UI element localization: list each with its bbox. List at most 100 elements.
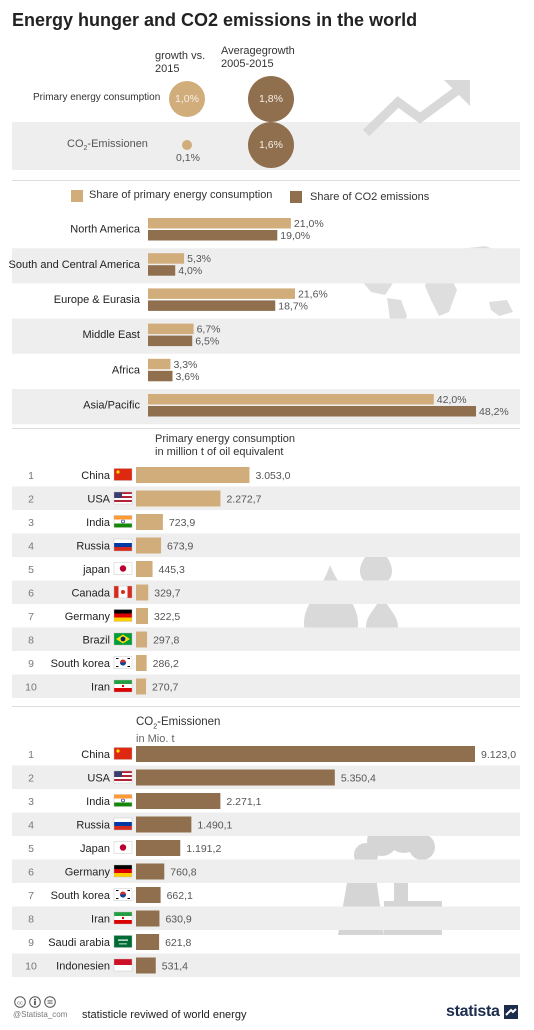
co2-emission-bar bbox=[136, 863, 165, 880]
co2-label-post: -Emissionen bbox=[87, 138, 148, 150]
co2-emission-bar bbox=[136, 910, 160, 927]
country-label: Iran bbox=[91, 682, 110, 694]
country-label: japan bbox=[82, 564, 110, 576]
energy-share-label: 42,0% bbox=[437, 394, 467, 406]
country-label: Canada bbox=[71, 588, 110, 600]
country-label: China bbox=[81, 749, 111, 761]
energy-share-label: 3,3% bbox=[173, 359, 197, 371]
rank-label: 1 bbox=[28, 470, 34, 482]
co2-emission-bar bbox=[136, 793, 221, 809]
region-share-chart: North America 21,0%19,0% South and Central… bbox=[9, 218, 520, 425]
region-label: Middle East bbox=[83, 329, 140, 341]
country-label: Saudi arabia bbox=[48, 937, 111, 949]
rank-label: 5 bbox=[28, 564, 34, 576]
footer-source: statisticle reviwed of world energy bbox=[82, 1009, 247, 1021]
energy-chart-title: Primary energy consumption in million t … bbox=[155, 433, 295, 459]
country-label: India bbox=[86, 517, 111, 529]
energy-consumption-bar bbox=[136, 537, 162, 554]
growth-row-co2-label: CO2-Emissionen bbox=[67, 138, 148, 152]
energy-consumption-bar bbox=[136, 467, 250, 483]
co2-label-sub: 2 bbox=[83, 145, 88, 153]
co2-title-sub: 2 bbox=[153, 723, 158, 731]
energy-consumption-chart: 1 China 3.053,0 2 USA 2.272,7 3 India 723,9 4 Russ… bbox=[12, 467, 520, 698]
co2-title-post: -Emissionen bbox=[157, 716, 221, 728]
country-label: India bbox=[86, 796, 111, 808]
flag-us-icon bbox=[113, 770, 133, 784]
co2-title-line2: in Mio. t bbox=[136, 733, 175, 746]
value-label: 621,8 bbox=[165, 937, 191, 949]
rank-label: 5 bbox=[28, 843, 34, 855]
legend-co2-swatch bbox=[290, 191, 302, 203]
table-row-band bbox=[12, 906, 520, 930]
country-label: Germany bbox=[65, 611, 111, 623]
footer-credit[interactable]: @Statista_com bbox=[13, 1010, 68, 1019]
value-label: 531,4 bbox=[162, 961, 188, 973]
rank-label: 9 bbox=[28, 937, 34, 949]
rank-label: 7 bbox=[28, 611, 34, 623]
energy-consumption-bar bbox=[136, 608, 148, 624]
region-label: Europe & Eurasia bbox=[54, 294, 141, 306]
country-label: Indonesien bbox=[56, 961, 110, 973]
growth-col1-header: growth vs. 2015 bbox=[155, 50, 215, 76]
rank-label: 10 bbox=[25, 961, 37, 973]
flag-ru-icon bbox=[113, 817, 133, 831]
value-label: 1.490,1 bbox=[197, 820, 232, 832]
co2-share-bar bbox=[148, 335, 193, 347]
value-label: 723,9 bbox=[169, 517, 195, 529]
value-label: 2.271,1 bbox=[226, 796, 261, 808]
co2-emission-bar bbox=[136, 934, 160, 950]
page-title: Energy hunger and CO2 emissions in the w… bbox=[12, 10, 418, 30]
energy-share-bar bbox=[148, 253, 185, 264]
flag-us-icon bbox=[113, 491, 133, 505]
flag-sa-icon bbox=[113, 935, 133, 948]
flag-br-icon bbox=[113, 632, 133, 646]
legend-co2-label: Share of CO2 emissions bbox=[310, 191, 430, 203]
energy-share-label: 21,0% bbox=[294, 218, 324, 230]
region-label: South and Central America bbox=[9, 259, 141, 271]
co2-chart-title: CO2-Emissionen in Mio. t bbox=[136, 716, 220, 746]
energy-consumption-bar bbox=[136, 678, 147, 695]
section-divider-2 bbox=[12, 428, 520, 429]
flag-id-icon bbox=[113, 958, 133, 972]
statista-logo[interactable]: statista bbox=[446, 1003, 518, 1021]
avg-energy-value: 1,8% bbox=[259, 93, 283, 105]
rank-label: 2 bbox=[28, 494, 34, 506]
trend-arrow-icon bbox=[362, 80, 470, 137]
country-label: USA bbox=[87, 773, 110, 785]
energy-title-line1: Primary energy consumption bbox=[155, 433, 296, 445]
growth-col2-header-text: Averagegrowth 2005-2015 bbox=[221, 45, 295, 70]
rank-label: 3 bbox=[28, 517, 34, 529]
rank-label: 8 bbox=[28, 914, 34, 926]
co2-label-pre: CO bbox=[67, 138, 84, 150]
statista-logo-icon bbox=[503, 1005, 518, 1019]
table-row-band bbox=[12, 674, 520, 698]
country-label: Germany bbox=[65, 867, 111, 879]
region-label: Asia/Pacific bbox=[83, 400, 140, 412]
growth-energy-value: 1,0% bbox=[175, 93, 199, 105]
growth-co2-value: 0,1% bbox=[176, 152, 200, 164]
growth-energy-circle: 1,0% bbox=[169, 81, 205, 117]
svg-text:cc: cc bbox=[17, 1000, 23, 1006]
rank-label: 6 bbox=[28, 588, 34, 600]
avg-co2-value: 1,6% bbox=[259, 139, 283, 151]
flag-cn-icon bbox=[113, 468, 133, 481]
co2-share-bar bbox=[148, 230, 278, 241]
co2-share-label: 19,0% bbox=[280, 230, 310, 242]
energy-share-bar bbox=[148, 394, 434, 405]
flag-kr-icon bbox=[113, 656, 133, 669]
section-divider-3 bbox=[12, 706, 520, 707]
value-label: 760,8 bbox=[170, 867, 196, 879]
flag-de-icon bbox=[113, 864, 133, 878]
value-label: 662,1 bbox=[167, 890, 193, 902]
flag-ir-icon bbox=[113, 679, 133, 693]
rank-label: 4 bbox=[28, 820, 34, 832]
co2-title-pre: CO bbox=[136, 716, 154, 728]
rank-label: 9 bbox=[28, 658, 34, 670]
value-label: 1.191,2 bbox=[186, 843, 221, 855]
growth-col2-header: Averagegrowth 2005-2015 bbox=[221, 45, 316, 71]
rank-label: 7 bbox=[28, 890, 34, 902]
equals-icon bbox=[44, 996, 56, 1008]
section-divider-1 bbox=[12, 180, 520, 181]
energy-consumption-bar bbox=[136, 631, 148, 648]
license-icons: cc bbox=[14, 996, 56, 1008]
